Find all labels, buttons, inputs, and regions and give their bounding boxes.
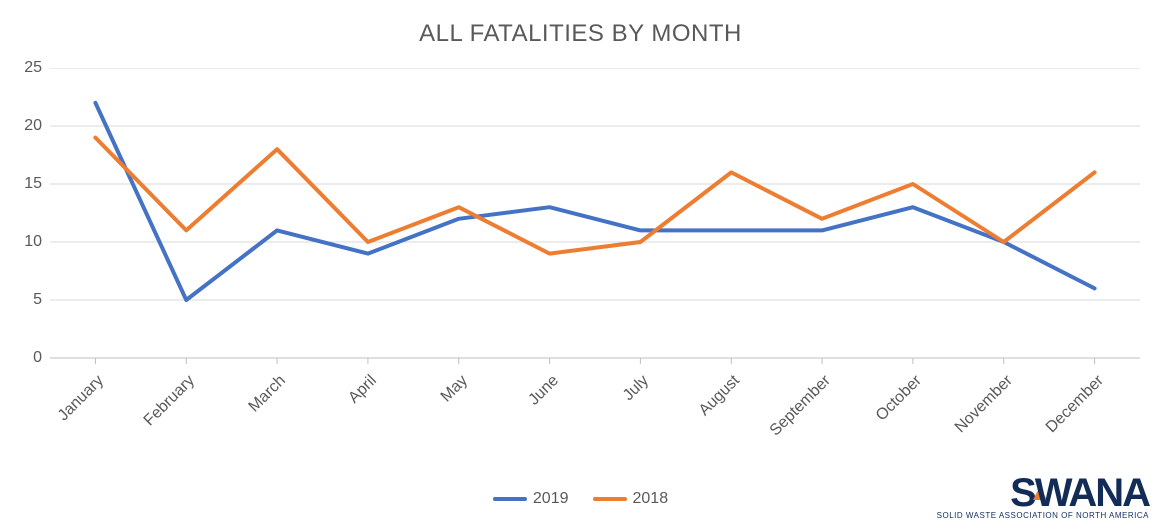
- x-tick-label: September: [767, 372, 835, 440]
- legend-item-2019: 2019: [493, 490, 569, 508]
- legend-swatch: [593, 497, 627, 501]
- legend-swatch: [493, 497, 527, 501]
- x-tick-label: October: [873, 372, 926, 425]
- series-2019: [95, 103, 1094, 300]
- plot-area: [50, 68, 1140, 366]
- y-tick-label: 15: [10, 175, 42, 193]
- y-tick-label: 5: [10, 291, 42, 309]
- legend-item-2018: 2018: [593, 490, 669, 508]
- y-tick-label: 10: [10, 233, 42, 251]
- y-tick-label: 20: [10, 117, 42, 135]
- chart-container: ALL FATALITIES BY MONTH 0 5 10 15 20 25 Janua…: [0, 0, 1161, 530]
- x-tick-label: April: [345, 372, 380, 407]
- logo-main-text: SWANA: [937, 475, 1149, 511]
- x-tick-label: May: [437, 372, 471, 406]
- logo-sub-text: SOLID WASTE ASSOCIATION OF NORTH AMERICA: [937, 511, 1149, 520]
- x-tick-label: November: [952, 372, 1017, 437]
- x-tick-label: August: [696, 372, 744, 420]
- y-tick-label: 0: [10, 349, 42, 367]
- x-tick-label: December: [1042, 372, 1107, 437]
- swana-logo: SWANA SOLID WASTE ASSOCIATION OF NORTH A…: [937, 475, 1149, 520]
- x-tick-label: February: [141, 372, 199, 430]
- x-tick-label: July: [620, 372, 653, 405]
- series-2018: [95, 138, 1094, 254]
- chart-title: ALL FATALITIES BY MONTH: [0, 20, 1161, 48]
- legend-label: 2019: [533, 490, 569, 508]
- x-tick-label: March: [246, 372, 290, 416]
- y-tick-label: 25: [10, 59, 42, 77]
- x-tick-label: June: [525, 372, 562, 409]
- x-tick-label: January: [55, 372, 108, 425]
- legend-label: 2018: [633, 490, 669, 508]
